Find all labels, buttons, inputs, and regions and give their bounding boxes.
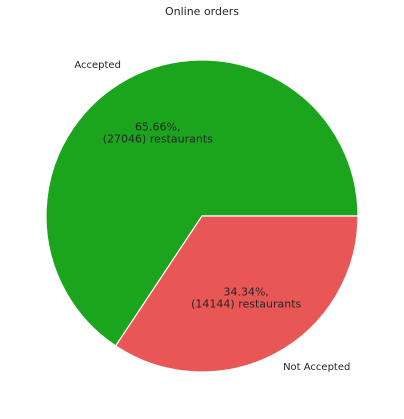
category-label: Not Accepted [283,362,350,373]
percent-label: 34.34%, [223,285,268,298]
pie-slice-not-accepted [114,215,359,373]
percent-label: 65.66%, [135,121,180,134]
category-label: Accepted [74,60,121,71]
pie-slice-accepted [45,59,359,347]
count-label: (14144) restaurants [191,297,301,310]
count-label: (27046) restaurants [103,133,213,146]
pie-slices [45,59,359,373]
chart-title: Online orders [165,5,239,18]
pie-labels: Accepted 65.66%,(27046) restaurants Not Ac… [74,60,350,373]
